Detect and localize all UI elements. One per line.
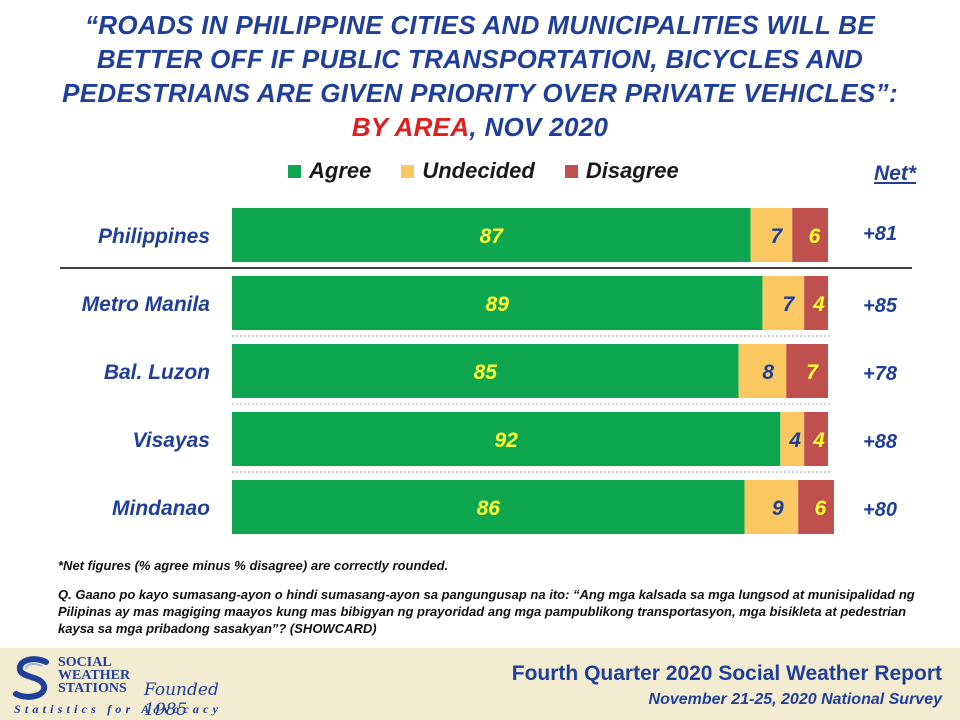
bar-label-agree: 85 <box>474 361 498 384</box>
category-label: Mindanao <box>112 497 210 520</box>
net-value: +88 <box>863 431 898 453</box>
bar-label-disagree: 6 <box>815 497 827 520</box>
report-title: Fourth Quarter 2020 Social Weather Repor… <box>511 662 942 685</box>
net-value: +80 <box>863 499 897 521</box>
title-line-1: “ROADS IN PHILIPPINE CITIES AND MUNICIPA… <box>85 10 875 40</box>
bar-disagree <box>804 412 828 466</box>
legend-swatch-disagree <box>564 164 578 178</box>
logo-line-2: WEATHER <box>58 668 131 683</box>
bar-label-undecided: 7 <box>782 293 795 316</box>
legend-label-undecided: Undecided <box>422 158 535 183</box>
logo-tagline: Statistics for Advocacy <box>14 702 223 716</box>
sws-s-logo-icon <box>13 656 49 700</box>
bar-label-undecided: 4 <box>788 429 801 452</box>
chart-title: “ROADS IN PHILIPPINE CITIES AND MUNICIPA… <box>0 8 960 144</box>
logo-line-1: SOCIAL <box>58 655 112 670</box>
bar-agree <box>232 480 745 534</box>
bar-label-agree: 89 <box>486 293 510 316</box>
category-label: Bal. Luzon <box>104 361 210 384</box>
net-value: +78 <box>863 363 898 385</box>
legend-item-agree: Agree <box>288 158 371 184</box>
title-line-3: PEDESTRIANS ARE GIVEN PRIORITY OVER PRIV… <box>62 78 898 108</box>
net-value: +85 <box>863 295 898 317</box>
legend-item-undecided: Undecided <box>401 158 535 184</box>
bar-undecided <box>744 480 799 534</box>
title-date: , NOV 2020 <box>469 112 609 142</box>
bar-label-disagree: 6 <box>809 225 821 248</box>
bar-agree <box>232 344 739 398</box>
bar-label-undecided: 8 <box>762 361 774 384</box>
legend-swatch-undecided <box>401 164 415 178</box>
bar-label-disagree: 4 <box>812 293 825 316</box>
report-subtitle: November 21-25, 2020 National Survey <box>648 691 942 708</box>
net-column-header: Net* <box>874 162 917 185</box>
bar-agree <box>232 412 781 466</box>
title-by-area: BY AREA <box>351 112 470 142</box>
sws-logo-wordmark: SOCIAL WEATHER STATIONS <box>58 655 131 696</box>
bar-label-undecided: 9 <box>772 497 784 520</box>
bar-disagree <box>786 344 828 398</box>
bar-label-agree: 92 <box>494 429 518 452</box>
logo-line-3: STATIONS <box>58 681 127 696</box>
sws-logo: SOCIAL WEATHER STATIONS Founded 1985 Sta… <box>6 652 256 720</box>
legend-label-disagree: Disagree <box>585 158 679 183</box>
bar-undecided <box>750 208 793 262</box>
bar-label-agree: 87 <box>480 225 505 248</box>
bar-disagree <box>804 276 828 330</box>
legend-item-disagree: Disagree <box>564 158 679 184</box>
net-value: +81 <box>863 223 897 245</box>
title-line-4: BY AREA, NOV 2020 <box>0 110 960 144</box>
bar-disagree <box>792 208 828 262</box>
logo-founded: Founded 1985 <box>144 680 219 720</box>
bar-label-disagree: 7 <box>806 361 819 384</box>
chart-legend: Agree Undecided Disagree <box>288 158 709 184</box>
bar-undecided <box>762 276 805 330</box>
footer-band <box>0 648 960 720</box>
bar-agree <box>232 276 763 330</box>
bar-disagree <box>798 480 834 534</box>
net-footnote: *Net figures (% agree minus % disagree) … <box>58 558 449 573</box>
bar-agree <box>232 208 751 262</box>
category-label: Philippines <box>98 225 210 248</box>
category-label: Metro Manila <box>82 293 211 316</box>
bar-undecided <box>780 412 805 466</box>
legend-swatch-agree <box>288 164 301 178</box>
bar-label-agree: 86 <box>477 497 501 520</box>
survey-question: Q. Gaano po kayo sumasang-ayon o hindi s… <box>58 587 915 636</box>
title-line-2: BETTER OFF IF PUBLIC TRANSPORTATION, BIC… <box>96 44 864 74</box>
bar-label-disagree: 4 <box>812 429 825 452</box>
bar-label-undecided: 7 <box>771 225 784 248</box>
legend-label-agree: Agree <box>309 158 372 183</box>
category-label: Visayas <box>133 429 210 452</box>
bar-undecided <box>738 344 787 398</box>
